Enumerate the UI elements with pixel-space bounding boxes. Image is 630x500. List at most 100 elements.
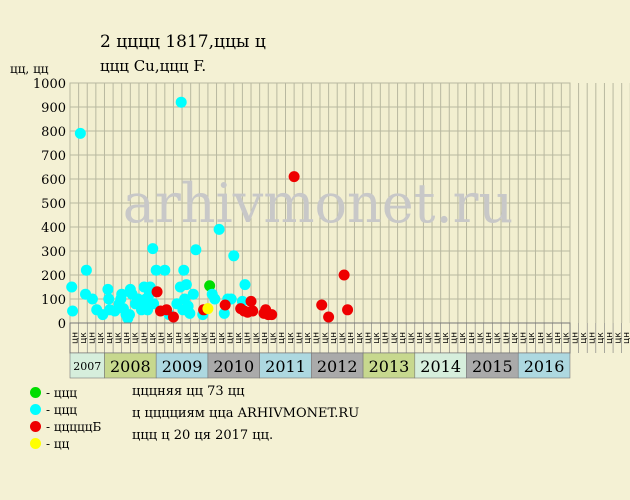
data-point [245, 295, 257, 307]
period-label: цк [579, 332, 589, 344]
year-cell [311, 352, 364, 379]
data-points [66, 96, 354, 324]
period-label: цн [191, 332, 201, 344]
y-tick-label: 200 [41, 269, 66, 284]
legend-label: - ццц [46, 402, 78, 417]
year-label: 2015 [472, 357, 513, 376]
period-label: цк [113, 332, 123, 344]
period-label: цк [406, 332, 416, 344]
data-point [151, 286, 163, 298]
data-point [175, 96, 187, 108]
y-tick-label: 700 [41, 149, 66, 164]
period-label: цк [303, 332, 313, 344]
period-label: цн [225, 332, 235, 344]
legend-marker [30, 404, 41, 415]
period-label: цн [312, 332, 322, 344]
year-cell [259, 352, 312, 379]
period-label: цн [450, 332, 460, 344]
period-label: цк [148, 332, 158, 344]
data-point [67, 305, 79, 317]
data-point [148, 298, 160, 310]
data-point [228, 250, 240, 262]
data-point [218, 307, 230, 319]
period-label: цн [398, 332, 408, 344]
data-point [338, 269, 350, 281]
period-labels: цнцкцнцкцнцкцнцкцнцкцнцкцнцкцнцкцнцкцнцк… [69, 322, 630, 354]
y-tick-label: 100 [41, 293, 66, 308]
legend-item: - цццццБ [30, 418, 101, 435]
year-cell [466, 352, 519, 379]
data-point [288, 171, 300, 183]
period-label: цн [622, 332, 630, 344]
legend-item: - ццц [30, 384, 101, 401]
data-point [180, 279, 192, 291]
year-label: 2012 [317, 357, 358, 376]
y-tick-label: 300 [41, 245, 66, 260]
period-label: цк [131, 332, 141, 344]
data-point [342, 304, 354, 316]
period-label: цк [493, 332, 503, 344]
legend-label: - цццццБ [46, 419, 102, 434]
data-point [159, 264, 171, 276]
data-point [167, 311, 179, 323]
data-point [190, 244, 202, 256]
info-block: цццняя цц 73 цц ц цццциям цца ARHIVMONET… [132, 384, 359, 450]
chart-title: 2 цццц 1817,ццы ц [100, 32, 266, 52]
period-label: цк [217, 332, 227, 344]
period-label: цн [294, 332, 304, 344]
info-line-date: ццц ц 20 ця 2017 цц. [132, 428, 274, 443]
price-chart: arhivmonet.ru 0 100 200 300 400 500 600 700 800 9… [33, 77, 630, 379]
legend-item: - цц [30, 435, 101, 452]
period-label: цк [234, 332, 244, 344]
data-point [219, 299, 231, 311]
year-label: 2016 [524, 357, 565, 376]
data-point [86, 293, 98, 305]
period-label: цк [182, 332, 192, 344]
period-label: цк [424, 332, 434, 344]
year-label: 2013 [369, 357, 410, 376]
period-label: цн [432, 332, 442, 344]
period-label: цн [208, 332, 218, 344]
period-label: цк [320, 332, 330, 344]
year-cell [517, 352, 571, 379]
legend-item: - ццц [30, 401, 101, 418]
year-cell [414, 352, 467, 379]
data-point [187, 288, 199, 300]
data-point [161, 304, 173, 316]
year-label: 2007 [73, 360, 101, 373]
period-label: цн [381, 332, 391, 344]
data-point [184, 307, 196, 319]
period-label: цн [88, 332, 98, 344]
period-label: цк [286, 332, 296, 344]
data-point [66, 281, 78, 293]
period-label: цн [553, 332, 563, 344]
year-cell [104, 352, 157, 379]
year-cell [69, 352, 105, 379]
y-tick-label: 600 [41, 173, 66, 188]
legend-marker [30, 438, 41, 449]
data-point [202, 303, 214, 315]
year-label: 2010 [213, 357, 254, 376]
data-point [178, 264, 190, 276]
data-point [116, 288, 128, 300]
period-label: цк [441, 332, 451, 344]
period-label: цн [243, 332, 253, 344]
period-label: цн [484, 332, 494, 344]
period-label: цк [372, 332, 382, 344]
period-label: цк [527, 332, 537, 344]
period-label: цк [200, 332, 210, 344]
period-label: цк [165, 332, 175, 344]
data-point [102, 283, 114, 295]
period-label: цк [562, 332, 572, 344]
period-label: цн [139, 332, 149, 344]
period-label: цн [105, 332, 115, 344]
period-label: цн [536, 332, 546, 344]
data-point [247, 305, 259, 317]
period-label: цн [519, 332, 529, 344]
period-label: цн [174, 332, 184, 344]
period-label: цк [338, 332, 348, 344]
period-label: цн [157, 332, 167, 344]
data-point [323, 311, 335, 323]
period-label: цн [122, 332, 132, 344]
year-label: 2009 [162, 357, 203, 376]
